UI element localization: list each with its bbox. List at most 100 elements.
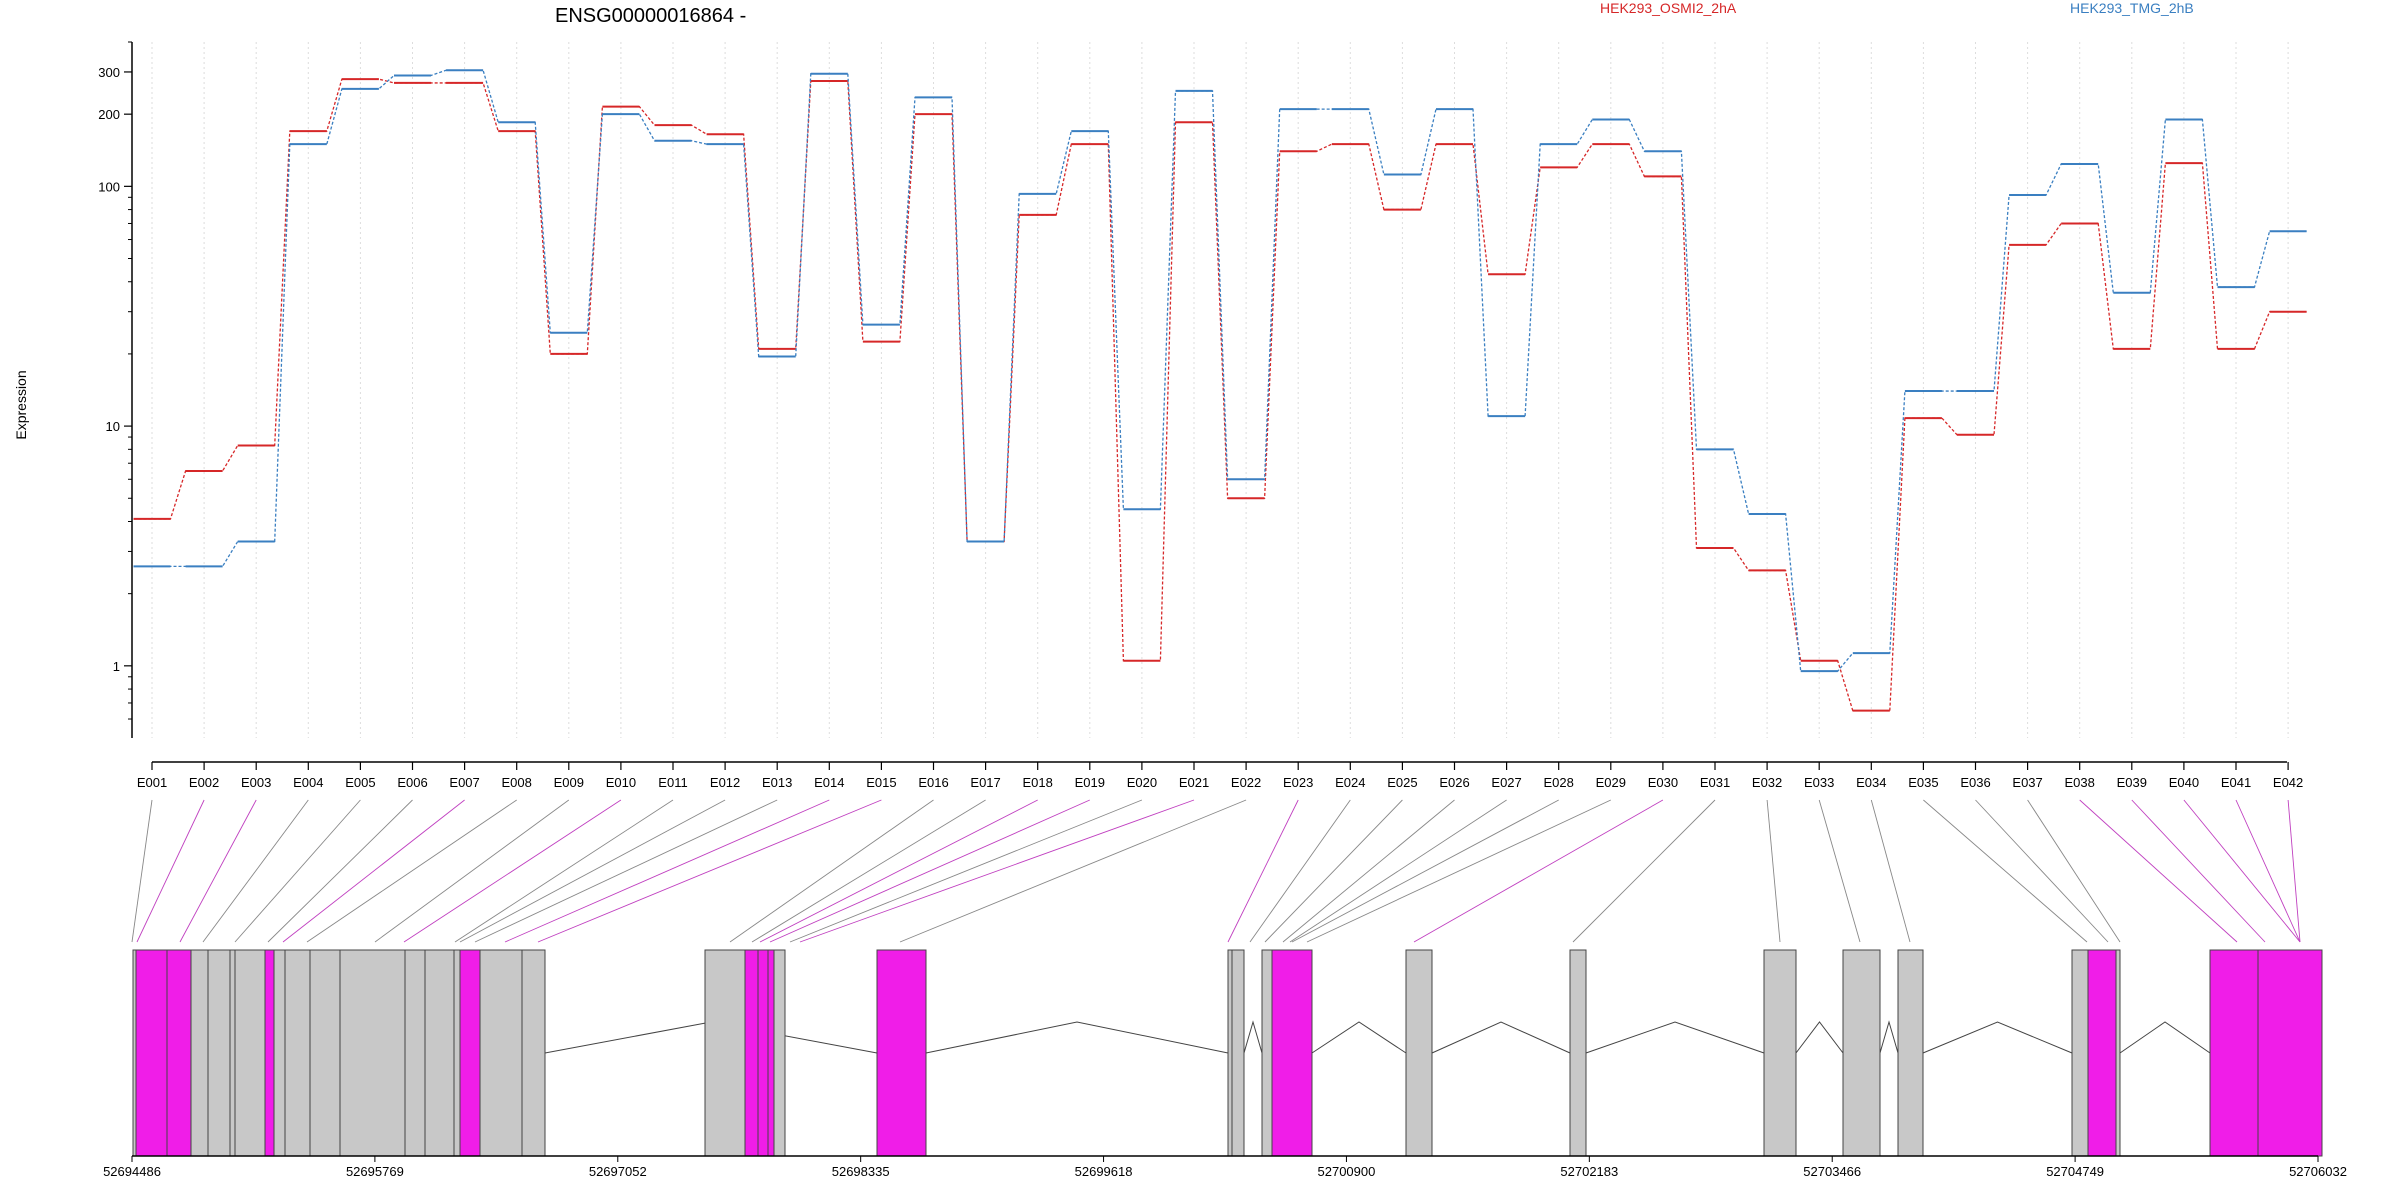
exon-connector <box>2235 799 2301 943</box>
x-tick-label: E004 <box>293 775 323 790</box>
x-tick-label: E031 <box>1700 775 1730 790</box>
exon-highlighted <box>757 949 769 1157</box>
genomic-coordinate-label: 52699618 <box>1075 1164 1133 1179</box>
exon-connector <box>1766 799 1781 943</box>
exon <box>1569 949 1587 1157</box>
genomic-coordinate-label: 52706032 <box>2289 1164 2347 1179</box>
exon-connector <box>131 799 153 943</box>
x-tick-label: E011 <box>658 775 687 790</box>
exon <box>309 949 341 1157</box>
intron-line <box>1311 1021 1407 1054</box>
exon-connector <box>1227 799 1299 943</box>
exon-connector <box>504 799 830 943</box>
exon-connector <box>1306 799 1611 943</box>
genomic-coordinate-label: 52698335 <box>832 1164 890 1179</box>
x-tick-label: E025 <box>1387 775 1417 790</box>
x-tick-label: E028 <box>1544 775 1574 790</box>
exon-connector <box>769 799 1090 943</box>
x-tick-label: E038 <box>2065 775 2095 790</box>
exon-connector <box>2079 799 2238 943</box>
exon-connector <box>1264 799 1403 943</box>
x-tick-label: E016 <box>918 775 948 790</box>
x-tick-label: E003 <box>241 775 271 790</box>
exon-connector <box>282 799 465 943</box>
exon <box>2071 949 2089 1157</box>
genomic-coordinate-label: 52703466 <box>1803 1164 1861 1179</box>
intron-line <box>1585 1021 1765 1054</box>
x-tick-label: E010 <box>606 775 636 790</box>
exon <box>479 949 523 1157</box>
exon-highlighted <box>166 949 192 1157</box>
x-tick-label: E005 <box>345 775 375 790</box>
exon-connector <box>2287 799 2301 943</box>
x-tick-label: E001 <box>137 775 167 790</box>
y-axis-ticks: 1 10 100 200 300 <box>98 41 132 720</box>
chart-title: ENSG00000016864 - <box>555 5 746 27</box>
exon-highlighted <box>876 949 927 1157</box>
exon-connector <box>799 799 1195 943</box>
x-tick-label: E015 <box>866 775 896 790</box>
genomic-coordinate-label: 52697052 <box>589 1164 647 1179</box>
intron-line <box>925 1021 1229 1054</box>
y-axis-label: Expression <box>13 370 29 439</box>
exon-connector <box>374 799 570 943</box>
y-tick-label: 100 <box>98 179 120 194</box>
x-tick-label: E006 <box>397 775 427 790</box>
exon-connector <box>751 799 986 943</box>
exon-connector <box>1923 799 2088 943</box>
exon <box>453 949 461 1157</box>
exon-highlighted <box>1271 949 1313 1157</box>
exon-connector <box>899 799 1247 943</box>
genomic-coordinate-label: 52694486 <box>103 1164 161 1179</box>
exon-highlighted <box>2257 949 2323 1157</box>
x-tick-label: E012 <box>710 775 740 790</box>
x-tick-label: E037 <box>2012 775 2042 790</box>
x-tick-label: E021 <box>1179 775 1209 790</box>
exon-connector <box>306 799 517 943</box>
exon-highlighted <box>767 949 775 1157</box>
series-line <box>133 78 2307 712</box>
x-tick-label: E019 <box>1075 775 1105 790</box>
x-tick-label: E026 <box>1439 775 1469 790</box>
exon-connector <box>2183 799 2301 943</box>
grid-lines <box>151 42 2289 738</box>
exon <box>207 949 231 1157</box>
exon-connector <box>202 799 309 943</box>
exon <box>339 949 406 1157</box>
series-1 <box>133 78 2307 712</box>
genomic-coordinate-label: 52700900 <box>1318 1164 1376 1179</box>
x-tick-label: E030 <box>1648 775 1678 790</box>
y-tick-label: 200 <box>98 107 120 122</box>
x-tick-label: E009 <box>554 775 584 790</box>
exon-connector <box>403 799 622 943</box>
x-tick-label: E040 <box>2169 775 2199 790</box>
intron-line <box>1431 1021 1571 1054</box>
exon-connector <box>1282 799 1455 943</box>
exon-connector <box>1870 799 1911 943</box>
x-tick-label: E039 <box>2117 775 2147 790</box>
exon-connectors <box>131 799 2301 943</box>
y-tick-label: 10 <box>106 419 120 434</box>
x-tick-label: E018 <box>1023 775 1053 790</box>
exon-connector <box>729 799 934 943</box>
x-tick-label: E023 <box>1283 775 1313 790</box>
exon-connector <box>474 799 778 943</box>
genomic-coordinate-labels: 52694486 52695769 52697052 52698335 52699618… <box>103 1156 2347 1179</box>
legend-series-2: HEK293_TMG_2hB <box>2070 0 2194 16</box>
exon-highlighted <box>264 949 275 1157</box>
exon-connector <box>1289 799 1507 943</box>
x-tick-label: E035 <box>1908 775 1938 790</box>
exon <box>404 949 426 1157</box>
exon-connector <box>2027 799 2121 943</box>
exon <box>1405 949 1433 1157</box>
exon-highlighted <box>459 949 481 1157</box>
exon <box>1261 949 1273 1157</box>
exon <box>424 949 455 1157</box>
exon <box>190 949 209 1157</box>
exon <box>2115 949 2121 1157</box>
exon-connector <box>1413 799 1664 943</box>
exon <box>1231 949 1245 1157</box>
exon-connector <box>759 799 1038 943</box>
exon-highlighted <box>135 949 168 1157</box>
